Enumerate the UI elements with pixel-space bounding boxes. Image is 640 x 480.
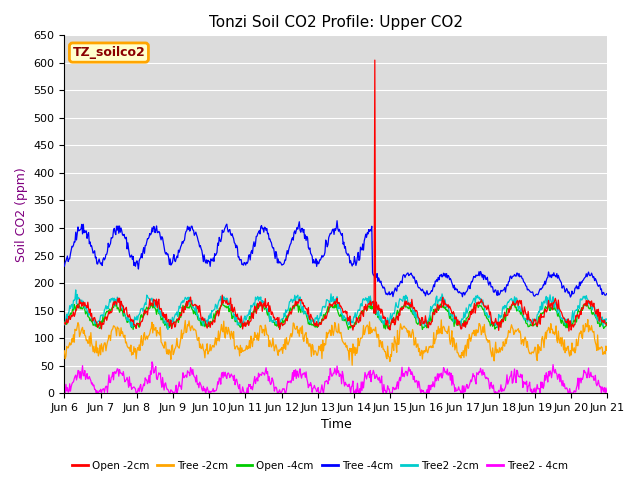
- Text: TZ_soilco2: TZ_soilco2: [72, 46, 145, 59]
- Y-axis label: Soil CO2 (ppm): Soil CO2 (ppm): [15, 167, 28, 262]
- Legend: Open -2cm, Tree -2cm, Open -4cm, Tree -4cm, Tree2 -2cm, Tree2 - 4cm: Open -2cm, Tree -2cm, Open -4cm, Tree -4…: [68, 456, 572, 475]
- X-axis label: Time: Time: [321, 419, 351, 432]
- Title: Tonzi Soil CO2 Profile: Upper CO2: Tonzi Soil CO2 Profile: Upper CO2: [209, 15, 463, 30]
